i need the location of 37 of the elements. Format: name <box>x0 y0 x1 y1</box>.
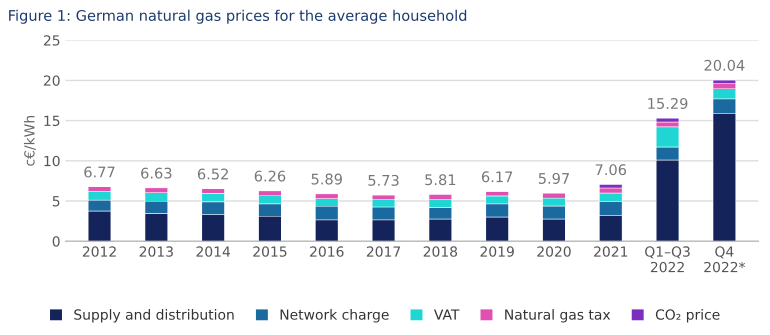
legend-label: Natural gas tax <box>505 309 610 322</box>
total-label: 7.06 <box>596 164 626 176</box>
x-tick-label: 2013 <box>140 246 173 257</box>
total-label: 6.63 <box>141 168 172 179</box>
chart-title: Figure 1: German natural gas prices for the average household <box>9 10 466 24</box>
total-label: 6.77 <box>84 166 115 178</box>
y-tick-label: 20 <box>44 75 60 86</box>
x-tick-label: 2019 <box>480 246 514 257</box>
total-label: 20.04 <box>704 60 744 71</box>
x-tick-label: 2014 <box>196 246 230 257</box>
legend-label: VAT <box>434 309 460 320</box>
x-tick-label: 2017 <box>366 246 400 257</box>
y-axis-title: c€/kWh <box>24 116 36 166</box>
y-tick-label: 10 <box>44 156 60 166</box>
x-tick-label: Q1–Q3 2022 <box>645 246 690 272</box>
total-label: 6.52 <box>198 168 228 180</box>
x-tick-label: Q4 2022* <box>704 246 746 272</box>
x-tick-label: 2021 <box>594 246 628 257</box>
legend-label: Network charge <box>280 309 389 322</box>
total-label: 5.89 <box>312 174 342 185</box>
x-tick-label: 2012 <box>82 246 116 257</box>
y-tick-label: 0 <box>52 236 60 247</box>
total-label: 6.26 <box>254 170 286 182</box>
legend-label: Supply and distribution <box>74 309 234 322</box>
x-tick-label: 2020 <box>537 246 571 257</box>
x-tick-label: 2018 <box>424 246 458 257</box>
y-tick-label: 5 <box>52 196 60 206</box>
x-tick-label: 2015 <box>253 246 286 257</box>
total-label: 5.73 <box>368 174 399 186</box>
x-tick-label: 2016 <box>310 246 344 257</box>
total-label: 5.97 <box>538 172 569 184</box>
y-tick-label: 25 <box>44 35 60 46</box>
total-label: 15.29 <box>648 98 688 110</box>
y-tick-label: 15 <box>44 116 60 126</box>
total-label: 5.81 <box>425 174 456 186</box>
legend-label: CO₂ price <box>656 309 720 322</box>
total-label: 6.17 <box>482 171 512 182</box>
